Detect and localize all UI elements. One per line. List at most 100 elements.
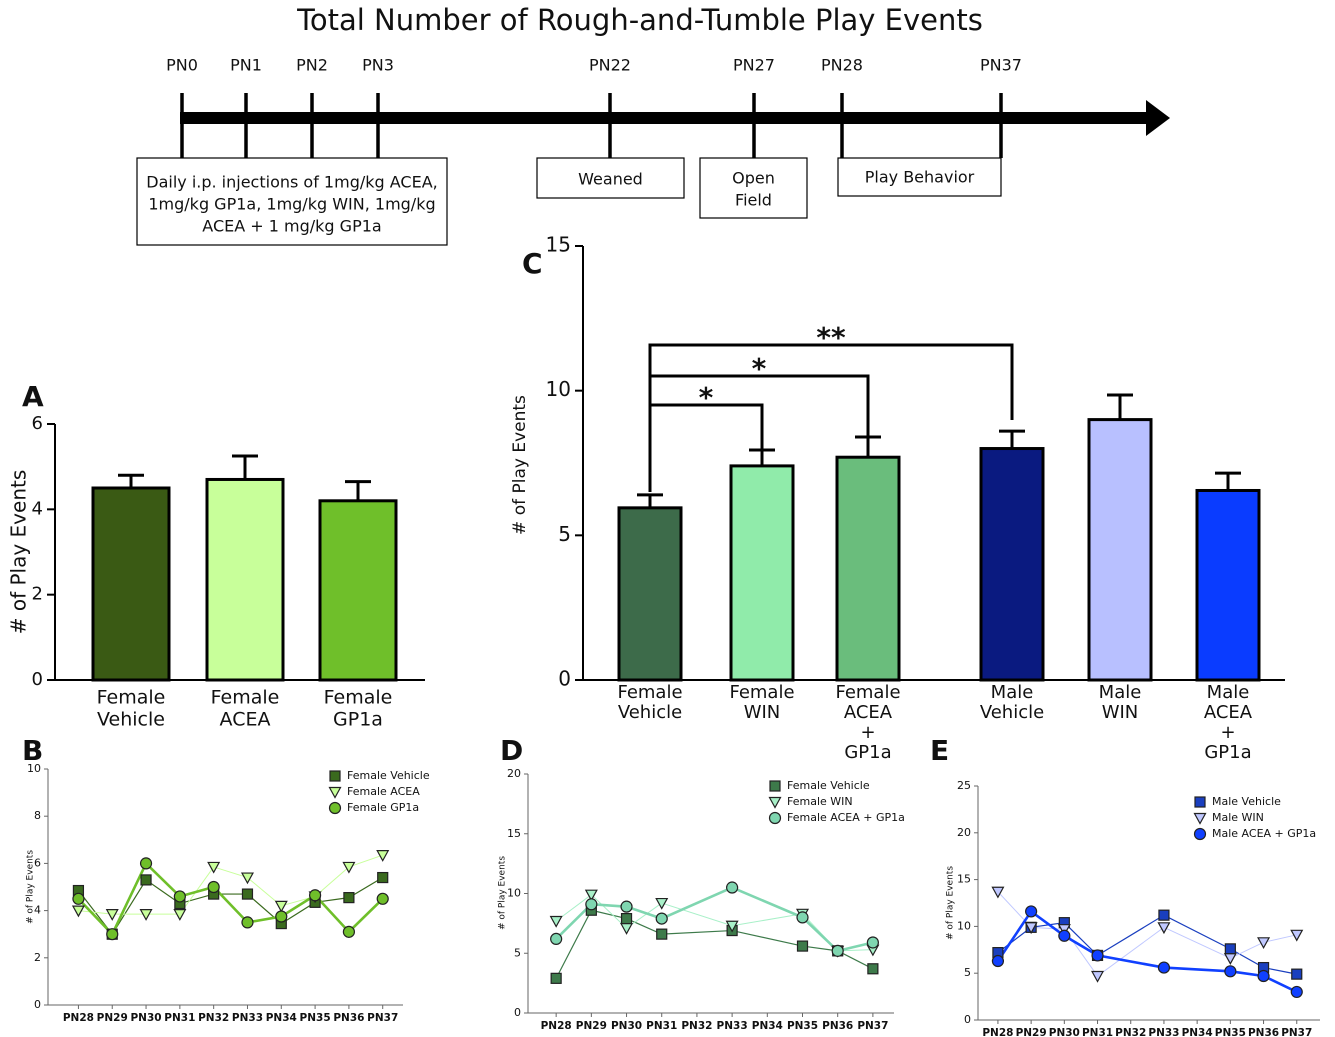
x-tick-label: PN28: [541, 1020, 572, 1032]
x-tick-label: PN29: [1016, 1027, 1047, 1037]
legend-label: Female GP1a: [347, 801, 419, 814]
x-tick-label: Male: [1207, 682, 1250, 703]
y-tick-label: 0: [34, 998, 41, 1011]
marker: [867, 963, 879, 975]
marker: [769, 780, 781, 792]
legend-label: Male ACEA + GP1a: [1212, 827, 1316, 840]
marker: [1224, 965, 1237, 978]
marker: [768, 796, 782, 809]
panel-label: C: [522, 247, 543, 280]
legend-label: Female WIN: [787, 795, 853, 808]
x-tick-label: PN36: [822, 1020, 853, 1032]
marker: [173, 909, 187, 921]
legend-label: Male WIN: [1212, 811, 1264, 824]
timeline-box: [837, 157, 1002, 197]
y-tick-label: 0: [558, 667, 571, 691]
marker: [207, 861, 221, 874]
timeline-box-text: Daily i.p. injections of 1mg/kg ACEA,: [146, 173, 437, 192]
marker: [620, 923, 634, 935]
y-tick-label: 10: [27, 762, 41, 775]
marker: [1257, 969, 1270, 983]
x-tick-label: PN28: [63, 1012, 94, 1024]
x-tick-label: PN30: [611, 1020, 642, 1032]
x-tick-label: PN29: [97, 1012, 128, 1024]
marker: [831, 944, 844, 957]
x-tick-label: Female: [835, 682, 900, 703]
marker: [173, 890, 186, 903]
marker: [1024, 922, 1038, 935]
marker: [1193, 827, 1207, 841]
y-tick-label: 5: [558, 522, 571, 546]
marker: [796, 940, 809, 952]
x-tick-label: PN34: [1182, 1027, 1213, 1037]
x-tick-label: PN30: [1049, 1027, 1080, 1037]
marker: [1290, 985, 1303, 999]
marker: [620, 900, 633, 913]
x-tick-label: Male: [991, 682, 1034, 703]
y-tick-label: 6: [34, 856, 41, 869]
marker: [342, 925, 356, 938]
x-tick-label: PN32: [198, 1012, 229, 1024]
x-tick-label: PN34: [266, 1012, 297, 1024]
series-line: [77, 861, 384, 937]
y-tick-label: 25: [957, 779, 971, 792]
y-axis-title: # of Play Events: [498, 856, 508, 930]
y-axis-title: # of Play Events: [7, 470, 31, 635]
marker: [866, 936, 879, 949]
significance-label: *: [699, 381, 714, 414]
marker: [139, 857, 153, 870]
panel-label: E: [930, 734, 949, 767]
bar: [318, 499, 398, 682]
marker: [71, 905, 85, 918]
x-tick-label: PN34: [752, 1020, 783, 1032]
timeline-arrow-head: [1146, 100, 1170, 136]
marker: [656, 928, 668, 940]
marker: [1058, 929, 1071, 942]
x-tick-label: PN36: [333, 1012, 364, 1024]
significance-bracket: [648, 343, 1014, 492]
x-tick-label: PN37: [857, 1020, 888, 1032]
legend-label: Female Vehicle: [347, 769, 430, 782]
legend-label: Female Vehicle: [787, 779, 870, 792]
x-tick-label: PN35: [300, 1012, 331, 1024]
marker: [241, 888, 254, 900]
marker: [655, 897, 669, 910]
x-tick-label: WIN: [1102, 702, 1139, 723]
x-tick-label: Female: [617, 682, 682, 703]
marker: [796, 911, 809, 924]
marker: [550, 932, 563, 946]
y-tick-label: 10: [957, 919, 971, 932]
bar: [979, 447, 1045, 682]
marker: [1091, 970, 1105, 983]
timeline-box-text: ACEA + 1 mg/kg GP1a: [202, 217, 381, 236]
timeline-label: PN28: [821, 56, 863, 75]
y-tick-label: 2: [32, 584, 43, 605]
y-axis-title: # of Play Events: [510, 395, 530, 535]
marker: [274, 900, 288, 913]
y-tick-label: 20: [507, 767, 521, 780]
marker: [1157, 961, 1171, 974]
x-tick-label: PN32: [1115, 1027, 1146, 1037]
timeline-label: PN3: [362, 56, 394, 75]
x-tick-label: PN33: [717, 1020, 748, 1032]
marker: [991, 954, 1005, 968]
marker: [241, 916, 254, 929]
marker: [343, 892, 355, 904]
y-tick-label: 8: [34, 809, 41, 822]
x-tick-label: GP1a: [844, 742, 891, 763]
marker: [1194, 796, 1206, 808]
marker: [584, 889, 598, 902]
timeline-box-text: Open: [732, 169, 775, 188]
marker: [240, 872, 254, 885]
y-tick-label: 15: [957, 873, 971, 886]
x-tick-label: ACEA: [1204, 702, 1253, 723]
bar: [205, 477, 285, 682]
timeline-box: [699, 157, 808, 219]
marker: [376, 850, 390, 862]
marker: [1157, 922, 1171, 935]
series-line: [77, 877, 384, 936]
marker: [275, 910, 288, 923]
timeline-label: PN2: [296, 56, 328, 75]
y-tick-label: 6: [32, 413, 43, 434]
